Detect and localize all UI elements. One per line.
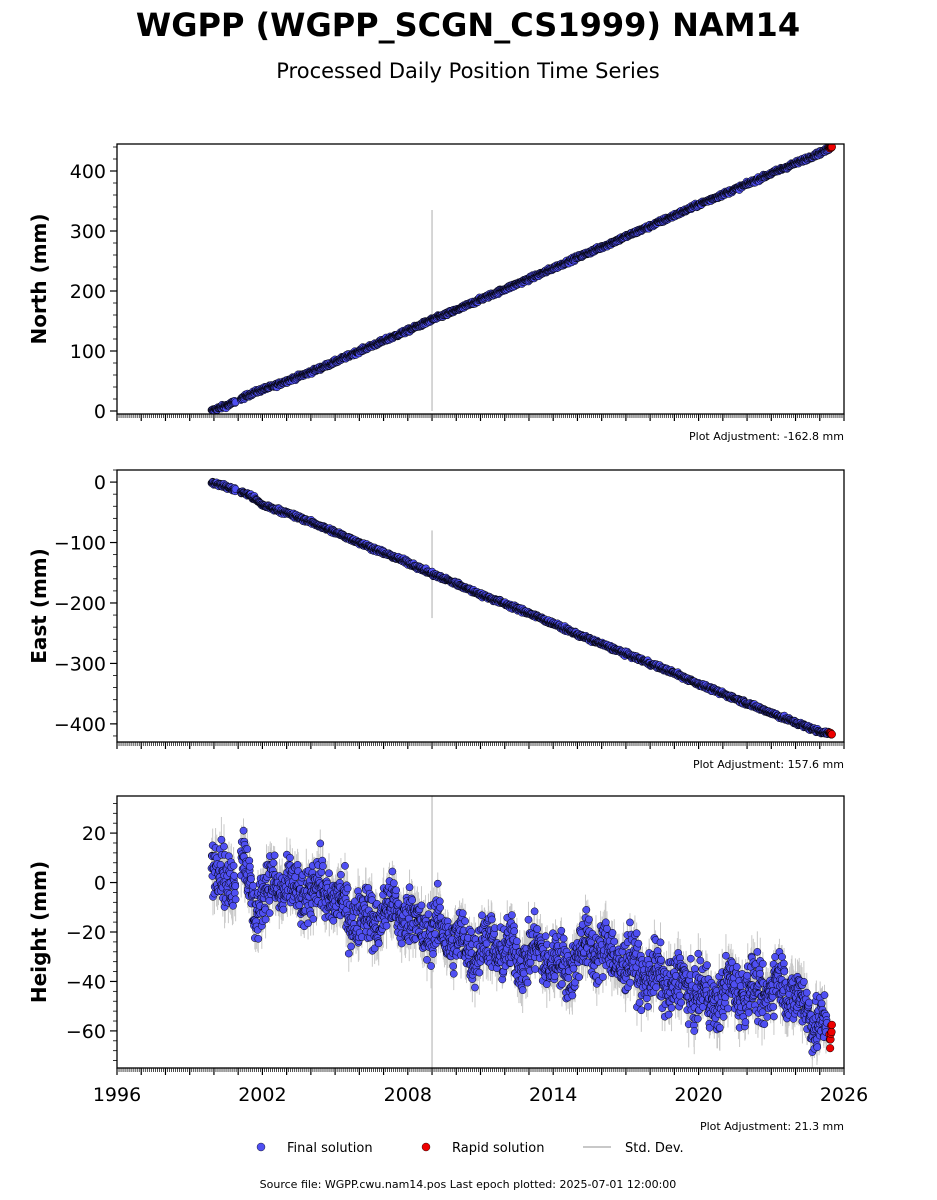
chart-title: WGPP (WGPP_SCGN_CS1999) NAM14 [136, 6, 800, 44]
rapid-series [825, 144, 836, 153]
y-tick-label: 400 [70, 161, 106, 183]
y-tick-label: 100 [70, 341, 106, 363]
y-axis-label: North (mm) [27, 213, 51, 344]
y-tick-label: 200 [70, 281, 106, 303]
y-tick-label: 300 [70, 221, 106, 243]
rapid-point [827, 144, 836, 151]
panel-1: 0 100 200 300 400 North (mm) Plot Adjustment: … [27, 143, 845, 443]
plot-area [207, 144, 836, 414]
final-series [207, 144, 833, 414]
chart-subtitle: Processed Daily Position Time Series [276, 59, 660, 83]
y-axis: 0 100 200 300 400 [70, 146, 117, 423]
plot-adjustment: Plot Adjustment: -162.8 mm [689, 430, 844, 443]
plot-area [207, 477, 836, 739]
y-tick-label: 0 [94, 401, 106, 423]
panels: 0 100 200 300 400 North (mm) Plot Adjustment: … [27, 143, 868, 1133]
x-axis [116, 414, 845, 421]
